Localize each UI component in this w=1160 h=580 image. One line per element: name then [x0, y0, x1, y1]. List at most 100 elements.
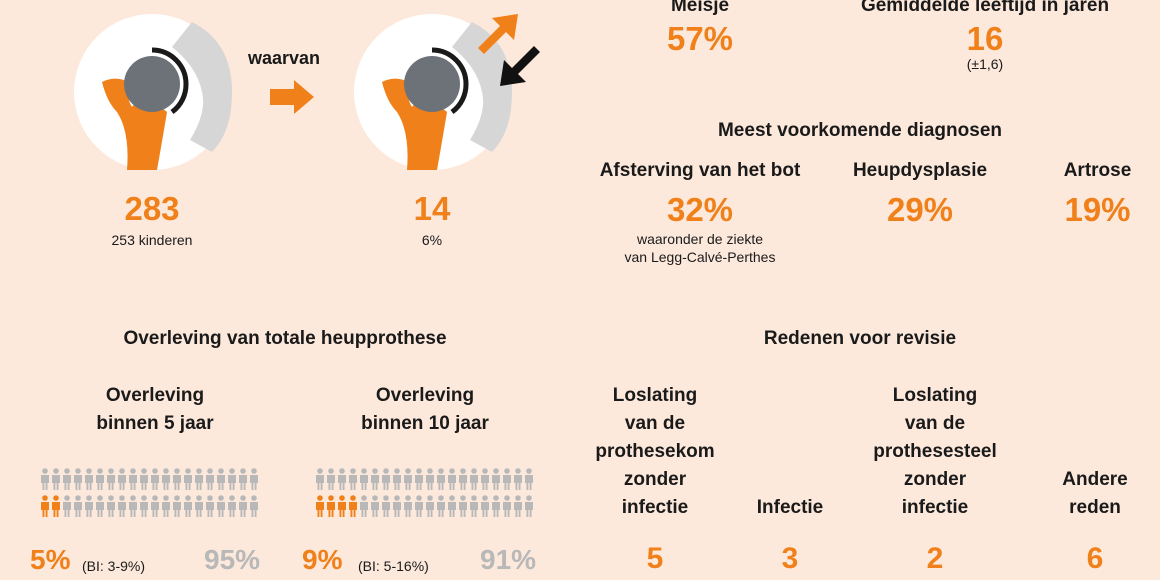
person-icon	[524, 495, 534, 517]
person-icon	[436, 495, 446, 517]
person-icon	[84, 495, 94, 517]
diagnosis-item: Artrose 19%	[1040, 157, 1155, 226]
survival-label: Overleving	[105, 385, 205, 406]
revision-count: 5	[646, 542, 664, 575]
person-icon	[480, 495, 490, 517]
person-icon	[480, 468, 490, 490]
person-icon	[315, 495, 325, 517]
person-icon	[348, 468, 358, 490]
person-icon	[502, 468, 512, 490]
reason-line: Loslating	[892, 385, 978, 406]
person-icon	[150, 495, 160, 517]
person-icon	[150, 468, 160, 490]
total-count: 283	[124, 190, 180, 227]
person-icon	[73, 495, 83, 517]
person-icon	[502, 495, 512, 517]
hip-illustration-icon	[74, 14, 232, 170]
diagnoses-title: Meest voorkomende diagnosen	[717, 120, 1002, 141]
diagnosis-label: Artrose	[1063, 160, 1132, 181]
confidence-interval: (BI: 5-16%)	[358, 558, 429, 574]
diagnosis-value: 19%	[1064, 191, 1131, 228]
person-icon	[40, 468, 50, 490]
person-icon	[172, 468, 182, 490]
person-icon	[458, 468, 468, 490]
age-sd: (±1,6)	[966, 56, 1004, 72]
person-icon	[359, 495, 369, 517]
revision-count: 14	[413, 190, 451, 227]
survived-value: 91%	[480, 544, 537, 575]
girl-label: Meisje	[670, 0, 730, 16]
reason-line: zonder	[903, 469, 967, 490]
revision-reason: Loslating van de prothesesteel zonder in…	[860, 382, 1010, 522]
reason-line: infectie	[901, 497, 969, 518]
person-icon	[513, 468, 523, 490]
person-icon	[194, 495, 204, 517]
person-icon	[359, 468, 369, 490]
person-icon	[62, 468, 72, 490]
person-icon	[128, 468, 138, 490]
diagnosis-item: Heupdysplasie 29%	[830, 157, 1010, 226]
person-icon	[106, 495, 116, 517]
person-icon	[216, 495, 226, 517]
person-icon	[62, 495, 72, 517]
diagnosis-note: van Legg-Calvé-Perthes	[624, 249, 776, 265]
person-icon	[139, 468, 149, 490]
person-icon	[348, 495, 358, 517]
reason-line: Infectie	[756, 497, 824, 518]
person-icon	[458, 495, 468, 517]
survival-label: binnen 10 jaar	[361, 413, 489, 434]
age-label: Gemiddelde leeftijd in jaren	[860, 0, 1110, 16]
person-icon	[403, 495, 413, 517]
person-icon	[117, 495, 127, 517]
person-icon	[436, 468, 446, 490]
revision-count: 2	[926, 542, 944, 575]
people-grid	[40, 468, 259, 522]
person-icon	[425, 495, 435, 517]
revision-reason: Loslating van de prothesekom zonder infe…	[580, 382, 730, 522]
person-icon	[469, 495, 479, 517]
person-icon	[227, 468, 237, 490]
person-icon	[51, 468, 61, 490]
person-icon	[205, 495, 215, 517]
person-icon	[40, 495, 50, 517]
diagnosis-value: 32%	[666, 191, 734, 228]
people-grid	[315, 468, 534, 522]
person-icon	[381, 495, 391, 517]
failed-value: 9%	[302, 544, 343, 575]
diagnosis-note: waaronder de ziekte	[636, 231, 764, 247]
person-icon	[414, 468, 424, 490]
diagnosis-label: Heupdysplasie	[852, 160, 988, 181]
person-icon	[95, 495, 105, 517]
person-icon	[238, 495, 248, 517]
person-icon	[337, 468, 347, 490]
person-icon	[161, 495, 171, 517]
diagnosis-item: Afsterving van het bot 32% waaronder de …	[575, 157, 825, 266]
survival-block-5y: Overleving binnen 5 jaar	[30, 382, 280, 438]
total-count-sub: 253 kinderen	[111, 232, 193, 248]
diagnosis-value: 29%	[886, 191, 954, 228]
age-value: 16	[966, 20, 1004, 57]
person-icon	[491, 495, 501, 517]
arrow-out-icon	[478, 14, 518, 54]
person-icon	[139, 495, 149, 517]
person-icon	[392, 468, 402, 490]
person-icon	[117, 468, 127, 490]
failed-value: 5%	[30, 544, 71, 575]
person-icon	[337, 495, 347, 517]
diagnosis-label: Afsterving van het bot	[599, 160, 801, 181]
revision-count: 3	[781, 542, 799, 575]
revised-hip-illustration-icon	[354, 14, 512, 170]
person-icon	[183, 495, 193, 517]
survival-title: Overleving van totale heupprothese	[123, 328, 447, 349]
person-icon	[491, 468, 501, 490]
connector-label: waarvan	[248, 48, 321, 68]
person-icon	[95, 468, 105, 490]
person-icon	[238, 468, 248, 490]
reason-line: zonder	[623, 469, 687, 490]
survival-label: binnen 5 jaar	[96, 413, 214, 434]
person-icon	[326, 495, 336, 517]
arrow-right-icon	[270, 80, 314, 114]
person-icon	[326, 468, 336, 490]
person-icon	[73, 468, 83, 490]
person-icon	[392, 495, 402, 517]
